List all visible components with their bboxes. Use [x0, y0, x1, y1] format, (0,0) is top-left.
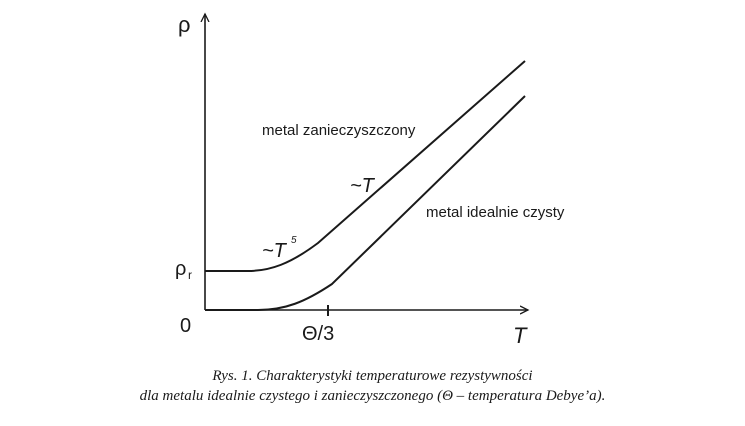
pure-metal-curve: [205, 95, 526, 311]
svg-text:ρ: ρ: [175, 258, 186, 280]
pure-metal-label: metal idealnie czysty: [426, 204, 565, 221]
svg-text:~T: ~T: [262, 240, 288, 262]
caption-line-2: dla metalu idealnie czystego i zanieczys…: [139, 388, 606, 404]
impure-metal-label: metal zanieczyszczony: [262, 122, 416, 139]
figure-caption: Rys. 1. Charakterystyki temperaturowe re…: [0, 366, 745, 406]
svg-text:r: r: [188, 268, 192, 282]
origin-label: 0: [180, 315, 191, 337]
y-axis-label: ρ: [178, 12, 191, 37]
theta-tick-label: Θ/3: [302, 323, 334, 345]
rho-r-label: ρ r: [175, 258, 192, 282]
impure-metal-curve: [205, 60, 526, 272]
caption-line-1: Rys. 1. Charakterystyki temperaturowe re…: [212, 368, 533, 384]
t5-label: ~T 5: [262, 235, 297, 262]
linear-t-label: ~T: [350, 175, 376, 197]
svg-text:5: 5: [291, 235, 297, 246]
x-axis-label: T: [513, 323, 528, 348]
